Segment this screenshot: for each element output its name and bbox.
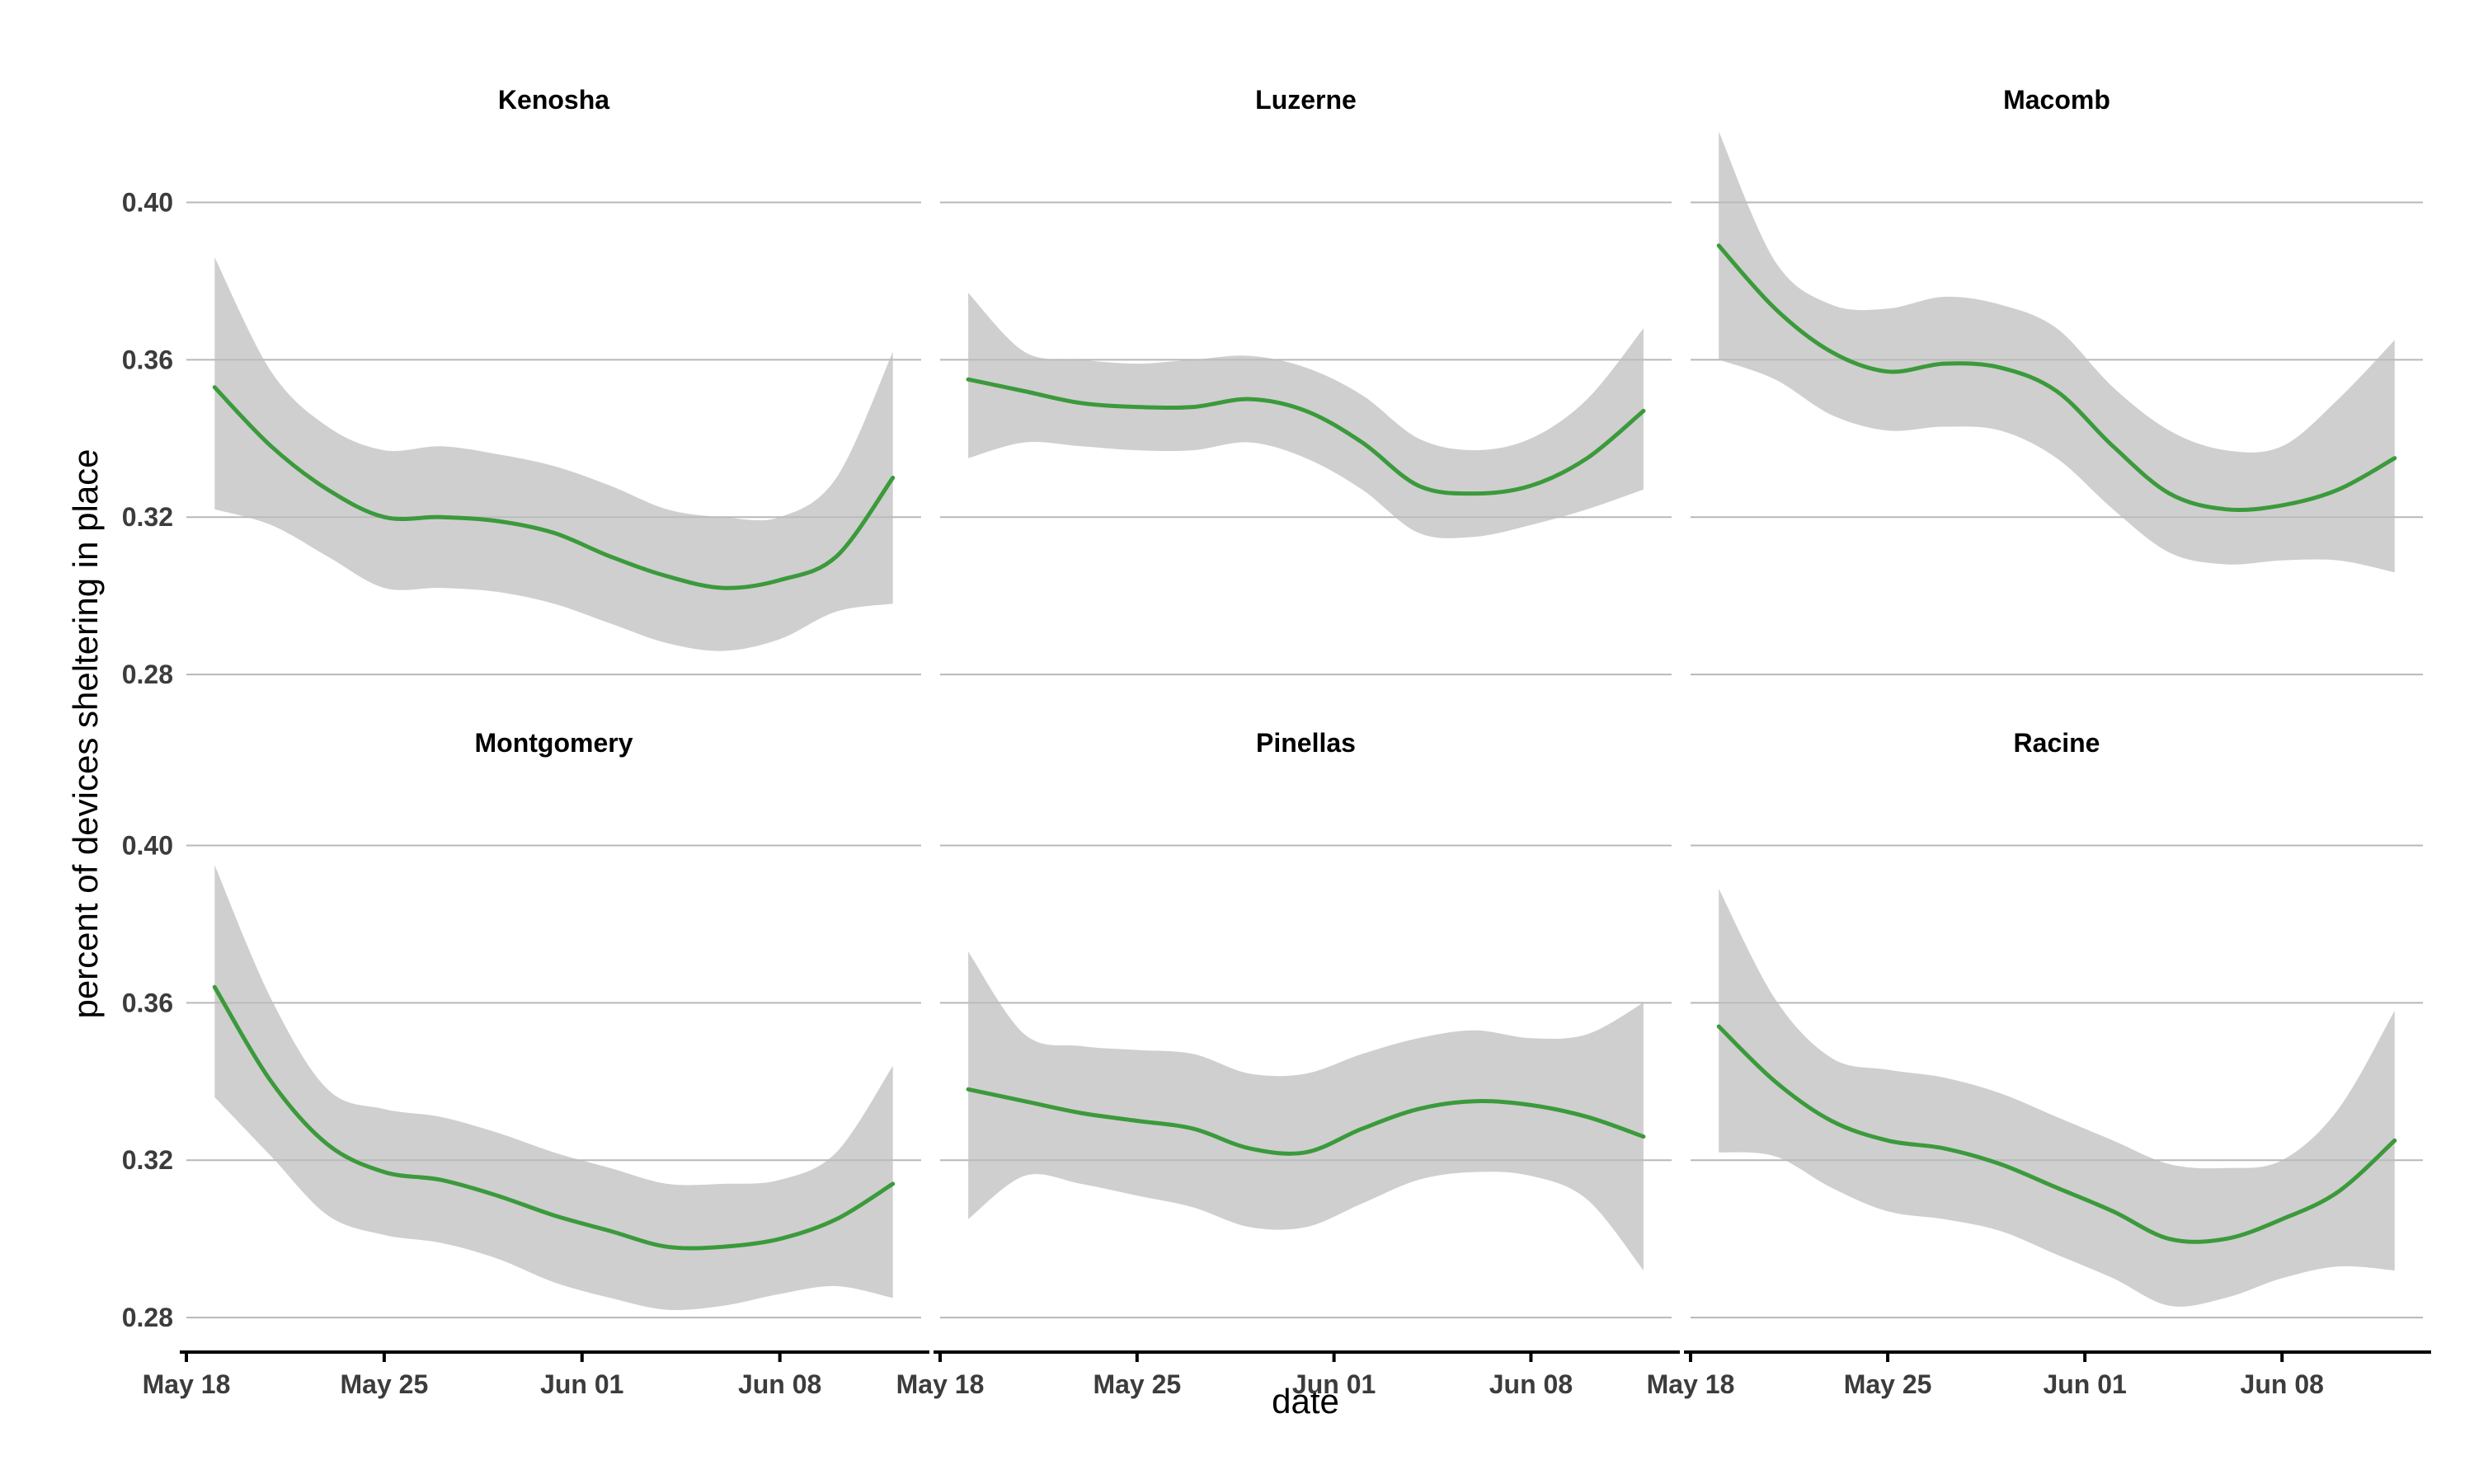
confidence-band-montgomery — [214, 865, 893, 1311]
confidence-band-kenosha — [214, 257, 893, 651]
trend-line-luzerne — [966, 377, 1646, 496]
facet-title-macomb: Macomb — [2003, 85, 2110, 115]
x-tick-label: May 18 — [896, 1369, 985, 1399]
confidence-band-macomb — [1719, 131, 2395, 573]
y-tick-label: 0.32 — [122, 502, 173, 532]
y-tick-label: 0.40 — [122, 187, 173, 217]
x-tick-label: Jun 08 — [738, 1369, 821, 1399]
y-tick-label: 0.28 — [122, 660, 173, 689]
trend-line-montgomery — [212, 984, 896, 1251]
y-tick-label: 0.36 — [122, 988, 173, 1017]
x-tick-label: Jun 08 — [1489, 1369, 1573, 1399]
x-tick-label: Jun 01 — [2043, 1369, 2126, 1399]
x-tick-label: Jun 01 — [1292, 1369, 1376, 1399]
x-tick-label: May 25 — [1093, 1369, 1181, 1399]
facet-title-racine: Racine — [2014, 728, 2100, 758]
y-tick-label: 0.40 — [122, 830, 173, 860]
y-axis-title: percent of devices sheltering in place — [66, 448, 105, 1018]
y-tick-label: 0.28 — [122, 1303, 173, 1332]
x-axis-title: date — [1272, 1382, 1339, 1421]
trend-line-kenosha — [212, 385, 896, 590]
x-tick-label: May 18 — [143, 1369, 231, 1399]
facet-title-pinellas: Pinellas — [1256, 728, 1356, 758]
trend-line-pinellas — [966, 1087, 1646, 1156]
trend-line-macomb — [1716, 243, 2397, 513]
x-tick-label: Jun 01 — [540, 1369, 623, 1399]
trend-line-racine — [1716, 1024, 2397, 1244]
facet-title-montgomery: Montgomery — [475, 728, 633, 758]
x-tick-label: May 18 — [1647, 1369, 1735, 1399]
confidence-band-pinellas — [968, 951, 1644, 1270]
y-tick-label: 0.32 — [122, 1145, 173, 1175]
x-tick-label: May 25 — [341, 1369, 429, 1399]
x-tick-label: Jun 08 — [2241, 1369, 2324, 1399]
y-tick-label: 0.36 — [122, 345, 173, 374]
confidence-band-luzerne — [968, 293, 1644, 538]
x-tick-label: May 25 — [1844, 1369, 1932, 1399]
facet-title-kenosha: Kenosha — [498, 85, 609, 115]
facet-title-luzerne: Luzerne — [1255, 85, 1357, 115]
confidence-band-racine — [1719, 888, 2395, 1307]
